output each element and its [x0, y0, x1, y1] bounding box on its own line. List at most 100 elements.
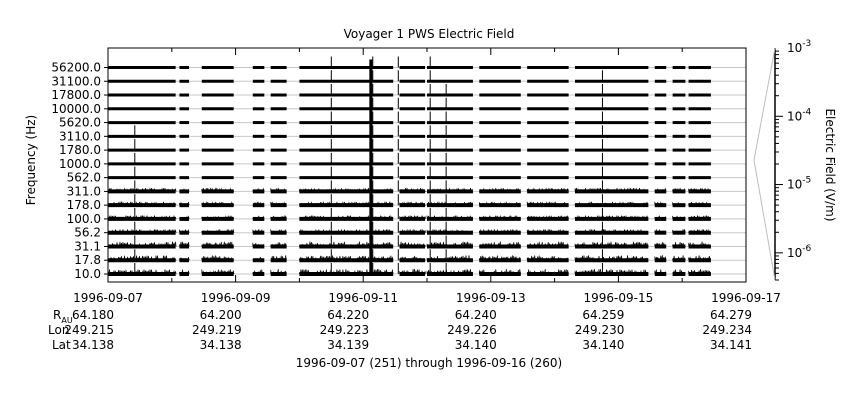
noise-trace [252, 187, 265, 193]
ephemeris-value: 249.226 [447, 323, 497, 337]
noise-trace [270, 268, 287, 276]
row-label-lon: Lon [48, 323, 69, 337]
ephemeris-value: 64.200 [200, 308, 242, 322]
ephemeris-value: 34.138 [200, 338, 242, 352]
colorbar-tick-label: 10-3 [787, 39, 811, 55]
channel-trace [107, 214, 746, 221]
x-tick-label: 1996-09-13 [456, 291, 526, 305]
ephemeris-value: 34.140 [455, 338, 497, 352]
noise-trace [179, 201, 190, 207]
channel-trace [108, 268, 746, 276]
noise-trace [107, 255, 177, 262]
row-label-lat: Lat [52, 338, 71, 352]
plot-frame [107, 47, 747, 283]
chart-title: Voyager 1 PWS Electric Field [344, 27, 515, 41]
y-tick-label: 1000.0 [59, 157, 101, 171]
noise-trace [654, 269, 667, 275]
ephemeris-value: 34.139 [327, 338, 369, 352]
noise-trace [299, 201, 394, 207]
noise-trace [252, 242, 265, 248]
noise-trace [107, 228, 177, 234]
ephemeris-value: 64.180 [72, 308, 114, 322]
noise-trace [526, 268, 569, 276]
noise-trace [479, 255, 521, 262]
noise-trace [426, 214, 473, 221]
noise-trace [399, 241, 427, 248]
noise-trace [201, 241, 235, 248]
noise-trace [688, 228, 711, 234]
colorbar-connector [753, 47, 776, 161]
noise-trace [179, 215, 190, 220]
ephemeris-value: 64.259 [582, 308, 624, 322]
noise-trace [426, 255, 473, 262]
channel-trace [107, 187, 746, 194]
colorbar-tick-label: 10-5 [787, 176, 811, 192]
y-tick-label: 10.0 [74, 267, 101, 281]
x-tick-label: 1996-09-11 [328, 291, 398, 305]
noise-trace [299, 187, 394, 193]
y-tick-label: 31100.0 [51, 74, 101, 88]
noise-trace [399, 268, 427, 276]
noise-trace [654, 187, 667, 193]
channel-trace [107, 228, 746, 235]
ephemeris-value: 249.223 [320, 323, 370, 337]
noise-trace [672, 229, 686, 234]
noise-trace [201, 201, 235, 207]
noise-trace [672, 201, 686, 206]
noise-trace [399, 215, 427, 221]
y-tick-label: 5620.0 [59, 116, 101, 130]
noise-trace [479, 241, 521, 248]
y-tick-label: 178.0 [67, 198, 101, 212]
noise-trace [574, 269, 648, 276]
noise-trace [426, 228, 473, 234]
noise-trace [179, 241, 190, 248]
noise-trace [526, 241, 569, 248]
noise-trace [179, 269, 190, 275]
noise-trace [526, 215, 569, 221]
colorbar-label: Electric Field (V/m) [823, 108, 837, 221]
noise-trace [574, 214, 648, 221]
noise-trace [672, 215, 686, 220]
noise-trace [526, 201, 569, 207]
noise-trace [426, 201, 473, 207]
y-tick-label: 17.8 [74, 253, 101, 267]
x-tick-label: 1996-09-17 [711, 291, 781, 305]
channel-trace [107, 241, 746, 249]
noise-trace [574, 255, 648, 262]
noise-trace [688, 215, 711, 221]
noise-trace [574, 228, 648, 234]
noise-trace [479, 228, 521, 234]
y-tick-label: 562.0 [67, 171, 101, 185]
noise-trace [574, 241, 648, 248]
noise-trace [654, 201, 667, 207]
y-tick-label: 10000.0 [51, 102, 101, 116]
noise-trace [654, 228, 667, 234]
ephemeris-value: 64.240 [455, 308, 497, 322]
colorbar: 10-3 10-4 10-5 10-6 [753, 39, 812, 281]
noise-trace [688, 201, 711, 207]
ephemeris-value: 249.230 [575, 323, 625, 337]
x-axis: 1996-09-07 1996-09-09 1996-09-11 1996-09-13… [73, 48, 781, 305]
noise-trace [654, 215, 667, 220]
channel-trace [107, 255, 746, 263]
noise-trace [672, 242, 686, 248]
burst-column [369, 59, 373, 276]
channel-trace [107, 201, 746, 208]
noise-trace [107, 241, 177, 248]
noise-trace [399, 201, 426, 207]
noise-trace [299, 255, 394, 262]
noise-trace [688, 255, 711, 262]
x-tick-label: 1996-09-07 [73, 291, 143, 305]
channel-traces [107, 56, 746, 276]
noise-trace [201, 269, 235, 276]
y-axis-ticks: 10.017.831.156.2100.0178.0311.0562.01000… [51, 61, 108, 281]
noise-trace [270, 255, 287, 262]
x-tick-label: 1996-09-15 [584, 291, 654, 305]
y-tick-label: 17800.0 [51, 88, 101, 102]
noise-trace [688, 241, 711, 248]
noise-trace [654, 242, 667, 248]
noise-trace [270, 187, 287, 193]
noise-trace [107, 201, 177, 207]
noise-trace [252, 256, 265, 261]
